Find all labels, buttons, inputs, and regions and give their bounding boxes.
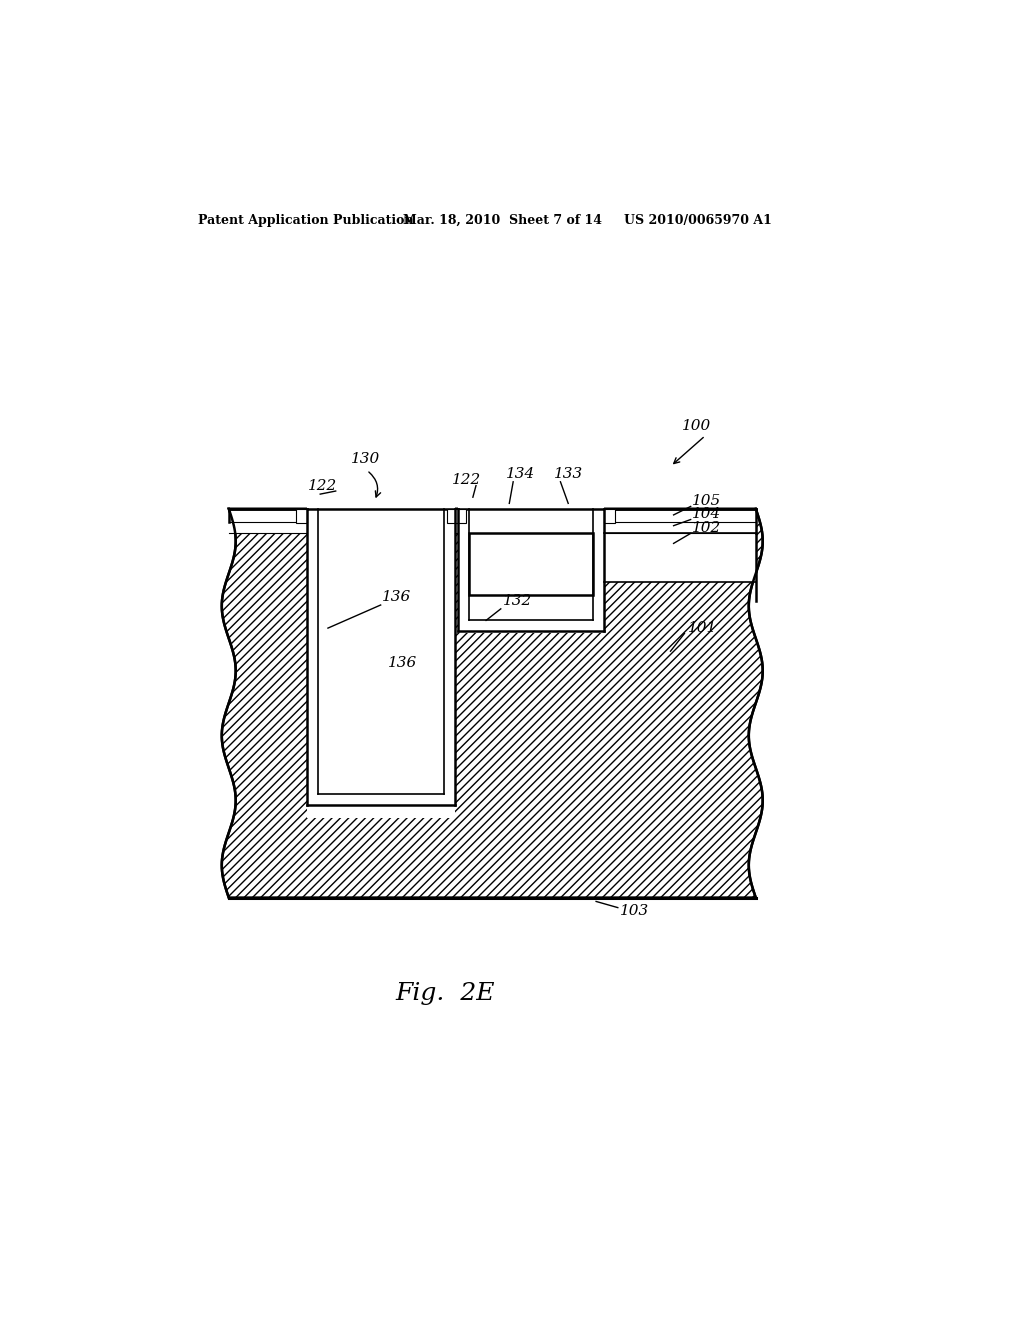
Text: 101: 101: [687, 622, 717, 635]
Polygon shape: [455, 508, 458, 521]
Text: 122: 122: [452, 474, 481, 487]
Text: 136: 136: [382, 590, 412, 605]
Text: 134: 134: [506, 467, 536, 480]
Polygon shape: [604, 508, 756, 521]
Text: 132: 132: [503, 594, 532, 609]
Text: 100: 100: [682, 420, 712, 433]
Polygon shape: [444, 508, 455, 805]
Text: US 2010/0065970 A1: US 2010/0065970 A1: [624, 214, 772, 227]
Polygon shape: [469, 508, 593, 620]
Polygon shape: [604, 533, 756, 582]
Polygon shape: [458, 506, 604, 632]
Polygon shape: [604, 508, 756, 582]
Polygon shape: [469, 533, 593, 595]
Polygon shape: [317, 508, 444, 795]
Polygon shape: [307, 508, 317, 805]
Text: 102: 102: [692, 521, 722, 535]
Text: 103: 103: [621, 904, 649, 919]
Polygon shape: [458, 508, 469, 631]
Polygon shape: [604, 508, 614, 523]
Polygon shape: [455, 521, 458, 533]
Text: 130: 130: [351, 451, 381, 466]
Polygon shape: [228, 508, 307, 521]
Text: 136: 136: [388, 656, 417, 669]
Text: 122: 122: [308, 479, 337, 492]
Text: Fig.  2E: Fig. 2E: [395, 982, 495, 1006]
Polygon shape: [307, 506, 455, 817]
Text: 133: 133: [554, 467, 584, 480]
Polygon shape: [458, 620, 604, 631]
Text: Patent Application Publication: Patent Application Publication: [198, 214, 414, 227]
Polygon shape: [228, 521, 307, 533]
Polygon shape: [593, 508, 604, 631]
Polygon shape: [307, 795, 455, 805]
Polygon shape: [455, 508, 466, 523]
Text: Mar. 18, 2010  Sheet 7 of 14: Mar. 18, 2010 Sheet 7 of 14: [403, 214, 602, 227]
Polygon shape: [317, 795, 444, 800]
Text: 104: 104: [692, 507, 722, 521]
Polygon shape: [447, 508, 458, 523]
Polygon shape: [296, 508, 307, 523]
Text: 105: 105: [692, 494, 722, 508]
Polygon shape: [222, 508, 763, 898]
Polygon shape: [604, 521, 756, 533]
